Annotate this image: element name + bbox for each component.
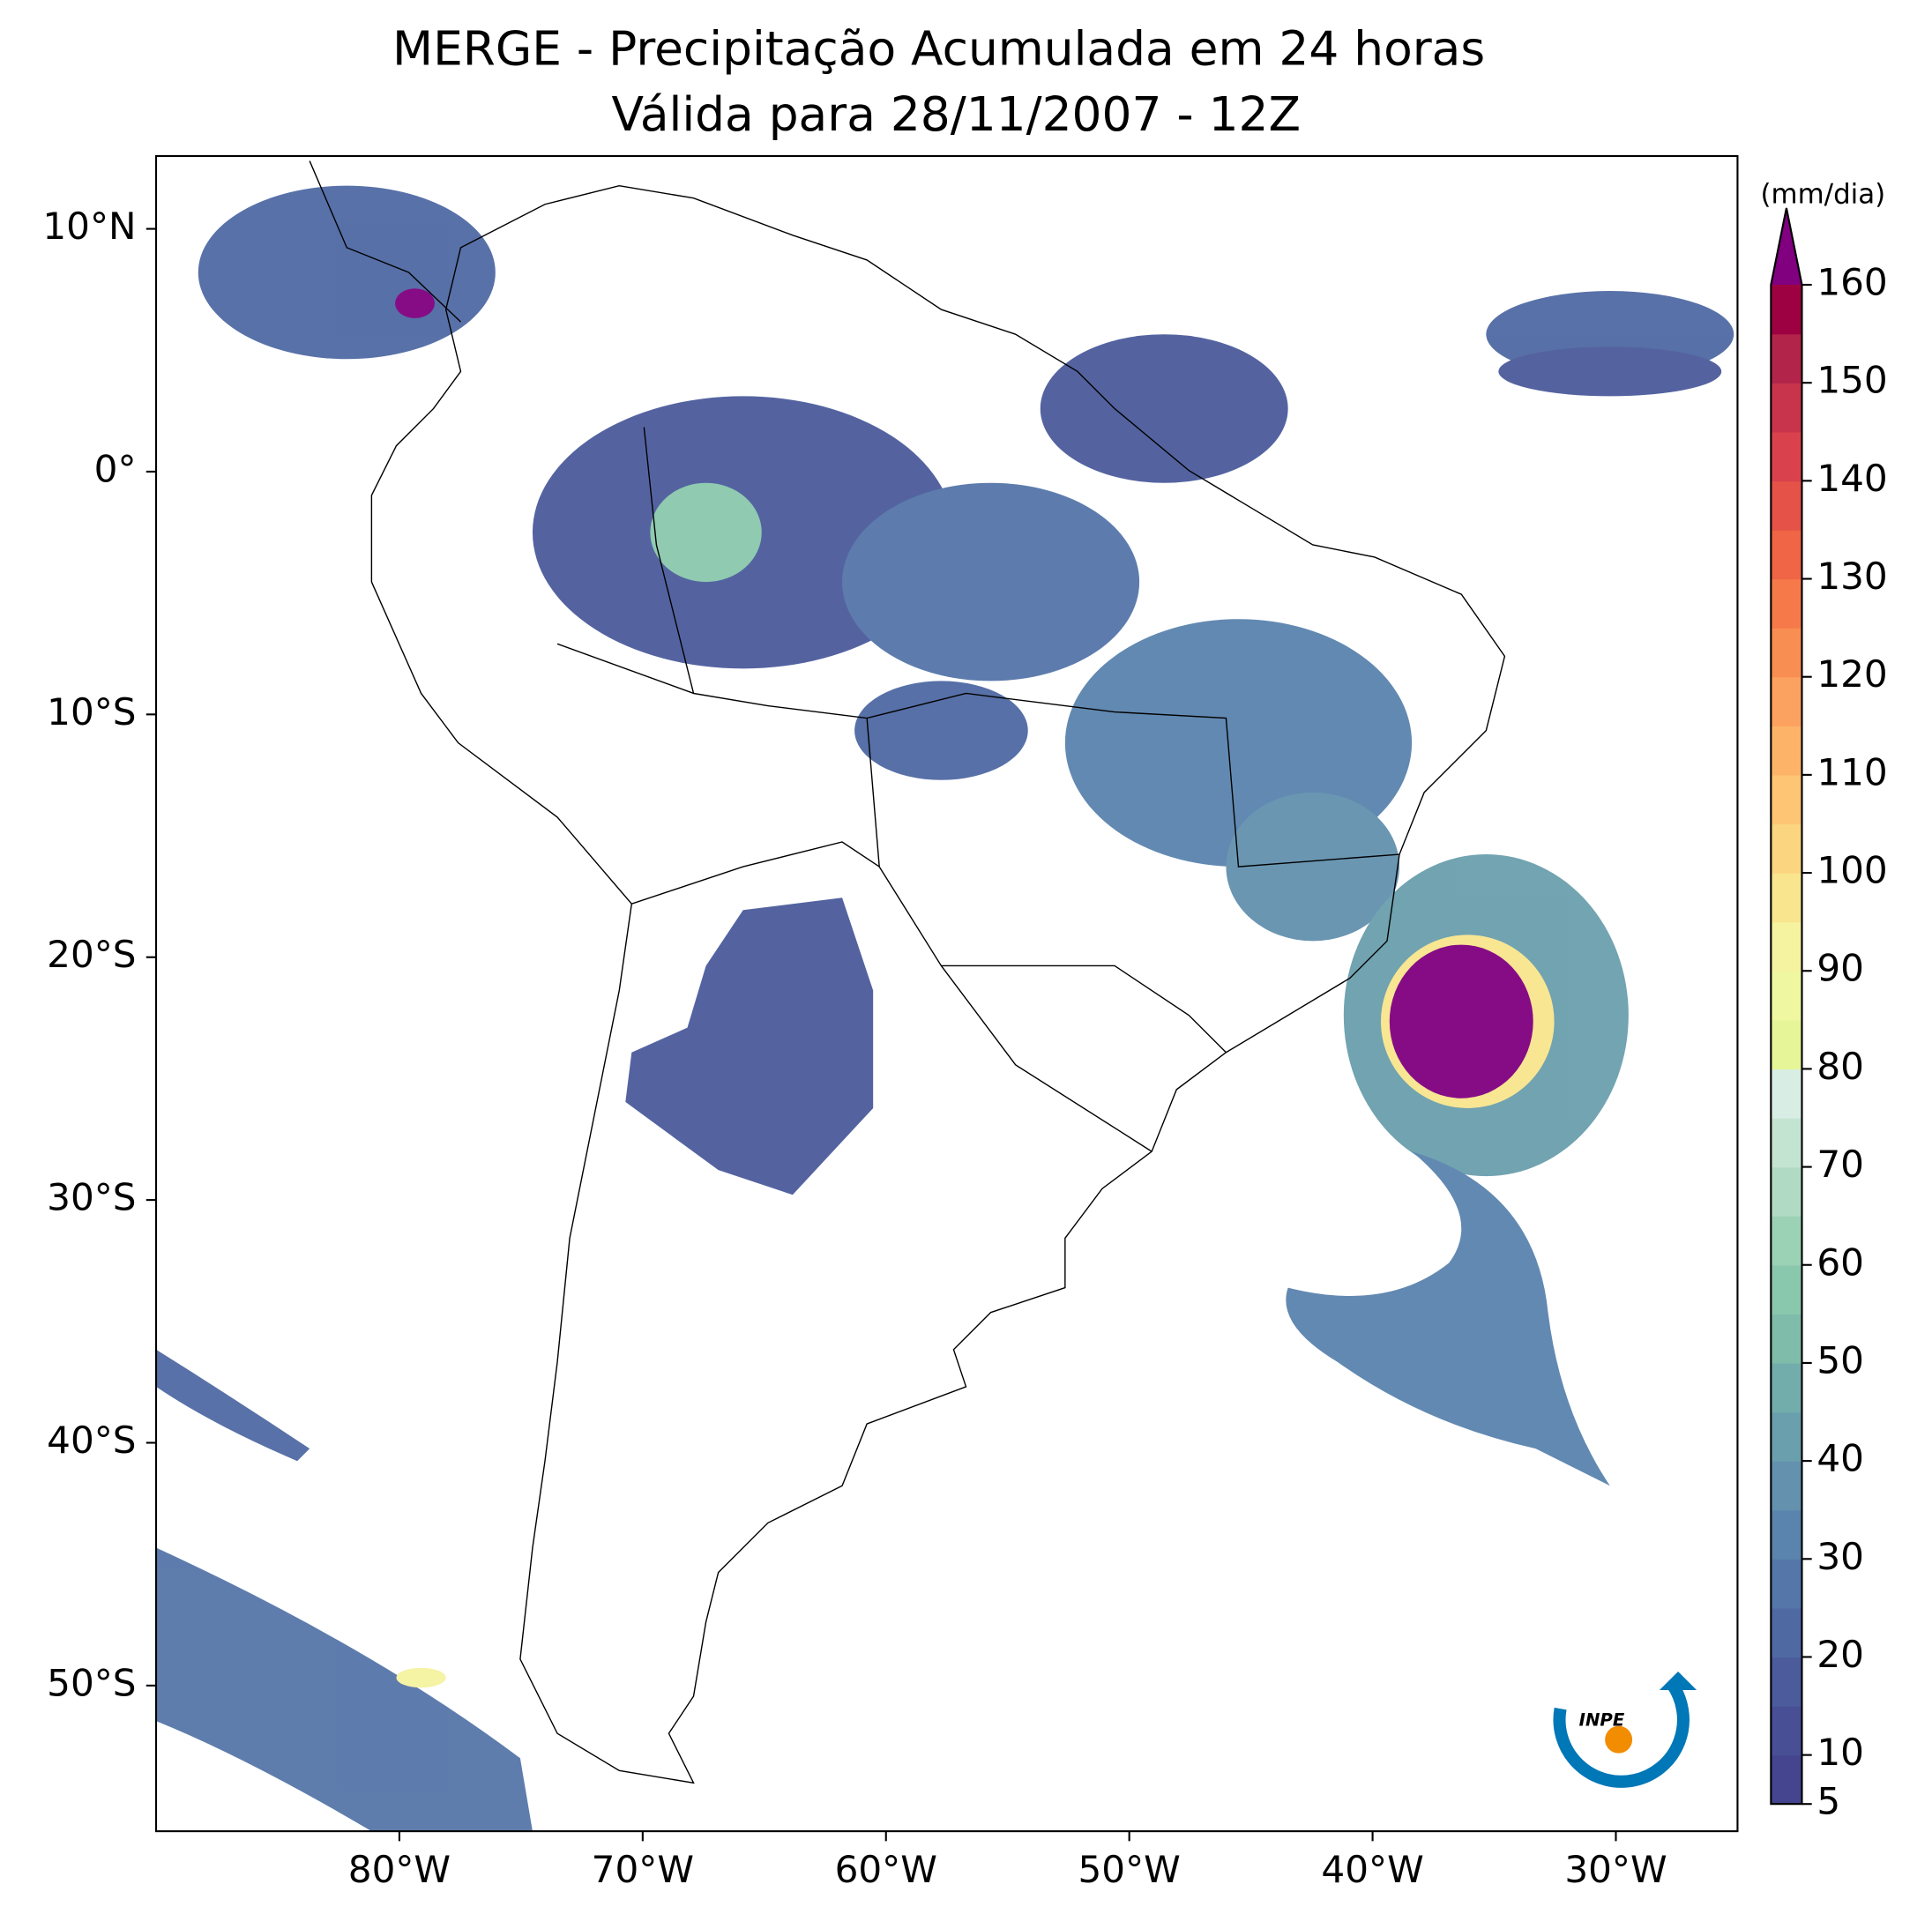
colorbar-extension [1771, 207, 1802, 286]
y-tick-label: 50°S [47, 1661, 136, 1704]
colorbar-tick-label: 80 [1816, 1045, 1864, 1088]
logo-arc [1553, 1679, 1690, 1788]
y-tick-label: 30°S [47, 1176, 136, 1219]
inpe-logo: INPE [1553, 1671, 1697, 1788]
precipitation [156, 185, 1734, 1832]
colorbar-tick-label: 120 [1816, 652, 1887, 696]
colorbar-band [1771, 823, 1802, 874]
colorbar-band [1771, 1706, 1802, 1756]
colorbar-tick-label: 110 [1816, 750, 1887, 793]
central-america-outline [309, 160, 461, 323]
rain-area [650, 482, 762, 583]
colorbar-band [1771, 1362, 1802, 1413]
rain-area [1286, 1151, 1610, 1486]
colorbar-band [1771, 971, 1802, 1021]
colorbar-band [1771, 1461, 1802, 1511]
colorbar-band [1771, 578, 1802, 629]
colorbar-band [1771, 1117, 1802, 1168]
colorbar-band [1771, 1314, 1802, 1364]
colorbar-band [1771, 431, 1802, 482]
continent-outline [370, 184, 1506, 1784]
colorbar-tick-label: 5 [1816, 1780, 1840, 1823]
colorbar-band [1771, 726, 1802, 776]
rain-area [156, 1547, 533, 1832]
colorbar-band [1771, 1069, 1802, 1119]
colorbar-band [1771, 383, 1802, 433]
x-tick-label: 80°W [348, 1848, 451, 1891]
y-tick-label: 20°S [47, 933, 136, 976]
colorbar-tick-label: 50 [1816, 1338, 1864, 1382]
rain-area [1498, 346, 1722, 397]
rain-area [395, 288, 436, 318]
colorbar-band [1771, 1166, 1802, 1217]
colorbar-tick-label: 140 [1816, 457, 1887, 500]
colorbar-band [1771, 1264, 1802, 1315]
x-tick-label: 50°W [1078, 1848, 1181, 1891]
colorbar-tick-label: 70 [1816, 1143, 1864, 1186]
rain-area [156, 1349, 310, 1462]
rain-area [854, 681, 1028, 780]
colorbar-band [1771, 285, 1802, 335]
map-frame [154, 154, 1739, 1833]
colorbar-tick-label: 100 [1816, 849, 1887, 892]
borders [556, 427, 1400, 1152]
rain-area [842, 482, 1140, 681]
coastline [309, 160, 1506, 1784]
colorbar-tick-label: 90 [1816, 947, 1864, 990]
colorbar-band [1771, 529, 1802, 580]
rain-area [1226, 792, 1400, 942]
x-tick-label: 40°W [1321, 1848, 1423, 1891]
colorbar-tick-label: 130 [1816, 555, 1887, 598]
x-tick-label: 60°W [835, 1848, 937, 1891]
colorbar-band [1771, 1607, 1802, 1658]
map-title: MERGE - Precipitação Acumulada em 24 hor… [392, 21, 1485, 77]
colorbar-band [1771, 333, 1802, 384]
logo-text: INPE [1579, 1710, 1625, 1731]
colorbar-band [1771, 1019, 1802, 1070]
colorbar-tick-label: 40 [1816, 1437, 1864, 1480]
colorbar-tick-label: 20 [1816, 1633, 1864, 1676]
colorbar-tick-label: 10 [1816, 1731, 1864, 1774]
x-tick-label: 30°W [1564, 1848, 1667, 1891]
colorbar-band [1771, 1216, 1802, 1266]
logo-arrow [1659, 1671, 1697, 1691]
x-tick-label: 70°W [592, 1848, 694, 1891]
colorbar-outline [1770, 207, 1803, 1806]
colorbar-label: (mm/dia) [1760, 178, 1885, 210]
rain-area [625, 897, 874, 1195]
colorbar-band [1771, 480, 1802, 531]
y-tick-label: 40°S [47, 1419, 136, 1462]
y-tick-label: 10°S [47, 690, 136, 734]
colorbar-band [1771, 921, 1802, 972]
colorbar-band [1771, 1559, 1802, 1609]
colorbar-tick-label: 30 [1816, 1535, 1864, 1578]
y-tick-label: 10°N [42, 205, 136, 248]
colorbar-tick-label: 160 [1816, 261, 1887, 304]
colorbar-tick-label: 60 [1816, 1240, 1864, 1284]
logo-dot [1605, 1725, 1633, 1754]
colorbar-band [1771, 1509, 1802, 1560]
colorbar-band [1771, 1754, 1802, 1805]
colorbar-band [1771, 628, 1802, 678]
colorbar-band [1771, 873, 1802, 923]
colorbar-tick-label: 150 [1816, 359, 1887, 402]
colorbar-band [1771, 1657, 1802, 1707]
colorbar-band [1771, 676, 1802, 727]
rain-area [1389, 944, 1533, 1099]
colorbar-band [1771, 774, 1802, 825]
y-tick-label: 0° [94, 447, 137, 490]
map-subtitle: Válida para 28/11/2007 - 12Z [611, 86, 1301, 142]
rain-area [396, 1667, 446, 1688]
rain-area [198, 185, 496, 360]
colorbar-band [1771, 1411, 1802, 1462]
rain-area [1040, 334, 1288, 483]
